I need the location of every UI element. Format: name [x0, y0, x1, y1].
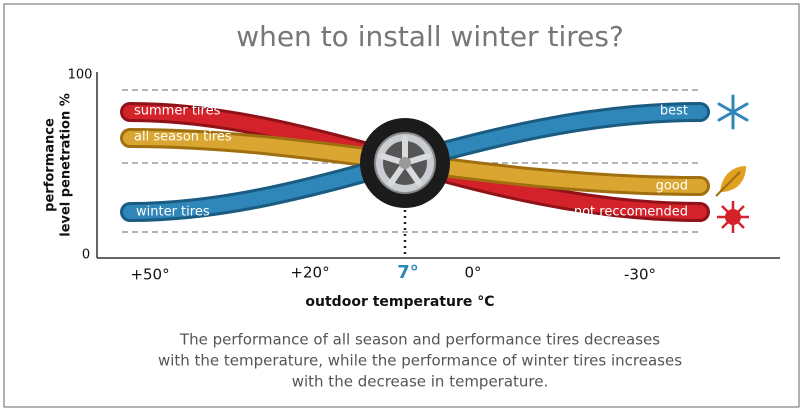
- y-max-label: 100: [68, 68, 93, 83]
- y-min-label: 0: [82, 248, 90, 263]
- rating-label: not reccomended: [574, 205, 688, 220]
- caption: with the decrease in temperature.: [292, 373, 549, 391]
- x-tick-label: +20°: [290, 264, 329, 282]
- snowflake-icon: [717, 94, 749, 130]
- y-axis-label: level penetration %: [59, 93, 74, 237]
- curve-label: all season tires: [134, 130, 232, 145]
- leaf-icon: [715, 166, 746, 197]
- title: when to install winter tires?: [236, 20, 624, 53]
- caption: The performance of all season and perfor…: [179, 331, 660, 349]
- x-tick-label: 7°: [397, 262, 419, 283]
- curve-label: summer tires: [134, 104, 221, 119]
- x-tick-label: 0°: [464, 264, 481, 282]
- rating-label: best: [660, 104, 688, 119]
- sun-icon: [717, 201, 749, 233]
- x-tick-label: -30°: [624, 266, 656, 284]
- curve-label: winter tires: [136, 205, 210, 220]
- x-tick-label: +50°: [130, 266, 169, 284]
- y-axis-label: performance: [43, 118, 58, 212]
- rating-label: good: [656, 179, 688, 194]
- guides: [122, 89, 700, 233]
- x-axis-label: outdoor temperature °C: [305, 294, 494, 310]
- caption: with the temperature, while the performa…: [158, 352, 682, 370]
- tire: [360, 118, 450, 208]
